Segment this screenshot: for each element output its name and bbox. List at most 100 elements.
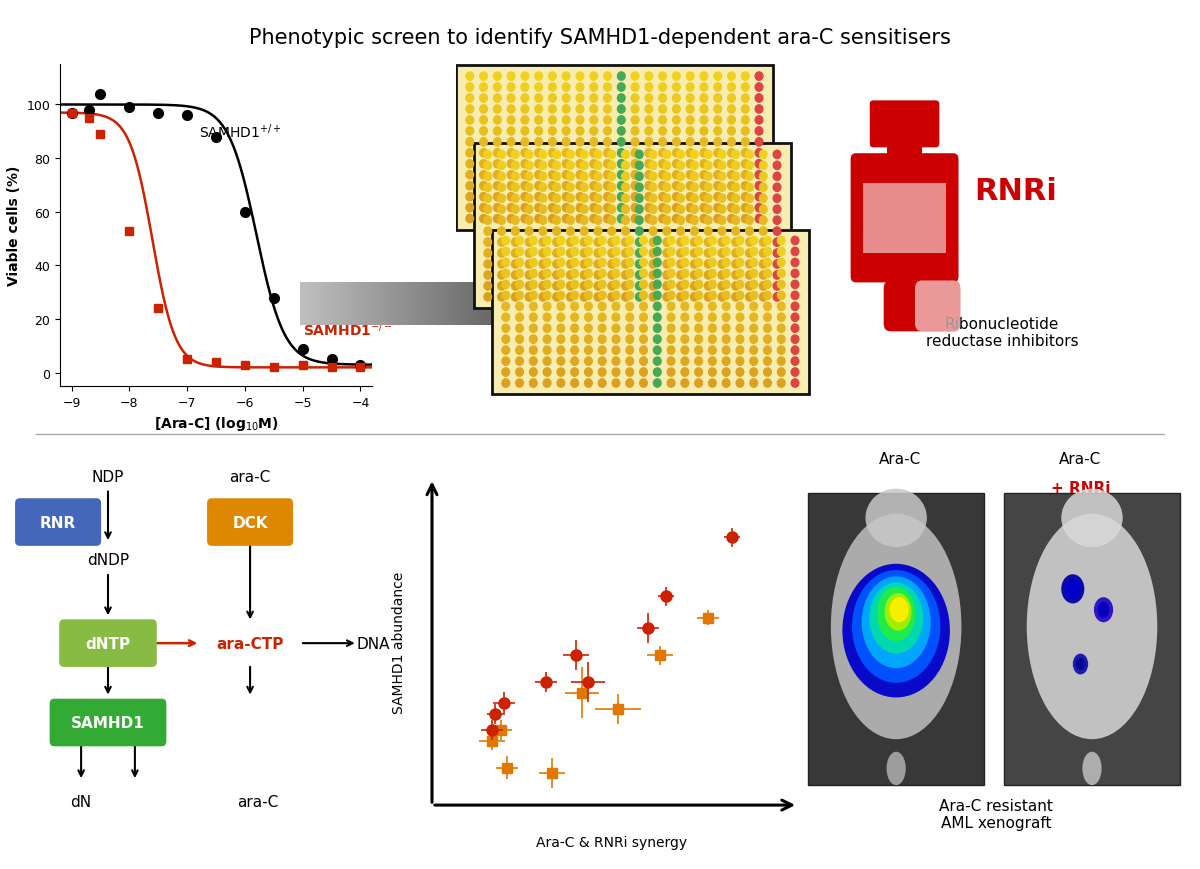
Text: RNRi: RNRi — [974, 176, 1057, 206]
Circle shape — [604, 182, 611, 190]
Bar — [402, 282, 403, 326]
Circle shape — [736, 248, 744, 256]
Bar — [442, 282, 443, 326]
Circle shape — [604, 138, 611, 147]
Circle shape — [659, 193, 666, 202]
Circle shape — [576, 182, 583, 190]
Circle shape — [664, 271, 671, 280]
Circle shape — [714, 216, 721, 223]
Circle shape — [659, 138, 666, 147]
Circle shape — [498, 294, 505, 302]
Bar — [576, 282, 577, 326]
Circle shape — [498, 173, 505, 182]
Circle shape — [736, 237, 744, 245]
Circle shape — [493, 161, 502, 169]
Bar — [566, 282, 569, 326]
Circle shape — [763, 281, 772, 289]
Text: SAMHD1$^{-/-}$: SAMHD1$^{-/-}$ — [302, 320, 392, 339]
Circle shape — [526, 173, 533, 182]
Ellipse shape — [889, 598, 908, 622]
Bar — [466, 282, 467, 326]
Circle shape — [704, 228, 712, 236]
Circle shape — [466, 95, 474, 103]
Circle shape — [571, 292, 578, 300]
Circle shape — [763, 325, 772, 333]
Bar — [530, 282, 533, 326]
Circle shape — [548, 216, 557, 223]
Circle shape — [718, 282, 726, 291]
Circle shape — [745, 195, 754, 203]
Circle shape — [654, 380, 661, 388]
Circle shape — [502, 248, 510, 256]
Circle shape — [590, 149, 598, 158]
Bar — [377, 282, 378, 326]
Circle shape — [760, 249, 767, 258]
Circle shape — [535, 116, 542, 125]
Circle shape — [750, 357, 757, 366]
Circle shape — [700, 128, 708, 136]
Circle shape — [508, 116, 515, 125]
Circle shape — [778, 237, 785, 245]
Circle shape — [557, 292, 565, 300]
Circle shape — [646, 95, 653, 103]
Circle shape — [529, 335, 538, 344]
Circle shape — [511, 282, 520, 291]
Circle shape — [763, 248, 772, 256]
Circle shape — [590, 95, 598, 103]
Bar — [443, 282, 445, 326]
Circle shape — [626, 380, 634, 388]
Circle shape — [718, 184, 726, 192]
Circle shape — [584, 270, 593, 278]
Bar — [509, 282, 510, 326]
Circle shape — [502, 368, 510, 377]
Circle shape — [636, 271, 643, 280]
Bar — [360, 282, 361, 326]
Circle shape — [563, 171, 570, 180]
Circle shape — [521, 161, 529, 169]
Bar — [547, 282, 548, 326]
Circle shape — [791, 270, 799, 278]
FancyBboxPatch shape — [883, 282, 960, 332]
Circle shape — [690, 151, 698, 159]
Circle shape — [636, 261, 643, 269]
Bar — [505, 282, 506, 326]
Circle shape — [480, 95, 487, 103]
Circle shape — [563, 106, 570, 114]
Circle shape — [576, 73, 583, 81]
Bar — [544, 282, 545, 326]
Ellipse shape — [865, 489, 926, 547]
Circle shape — [745, 282, 754, 291]
Bar — [328, 282, 329, 326]
Circle shape — [700, 138, 708, 147]
Circle shape — [544, 314, 551, 322]
Bar — [413, 282, 414, 326]
Circle shape — [664, 294, 671, 302]
Circle shape — [686, 128, 694, 136]
Circle shape — [581, 294, 588, 302]
Circle shape — [502, 237, 510, 245]
Circle shape — [618, 161, 625, 169]
Circle shape — [480, 216, 487, 223]
Circle shape — [722, 292, 730, 300]
Circle shape — [755, 73, 763, 81]
Circle shape — [566, 184, 575, 192]
Circle shape — [736, 270, 744, 278]
Circle shape — [544, 270, 551, 278]
Circle shape — [618, 116, 625, 125]
Circle shape — [498, 151, 505, 159]
Circle shape — [745, 184, 754, 192]
Circle shape — [521, 95, 529, 103]
Circle shape — [604, 73, 611, 81]
Circle shape — [677, 294, 684, 302]
Bar — [499, 282, 502, 326]
Bar — [512, 282, 514, 326]
Circle shape — [631, 161, 638, 169]
Circle shape — [745, 206, 754, 214]
Circle shape — [563, 95, 570, 103]
Circle shape — [732, 184, 739, 192]
Circle shape — [576, 95, 583, 103]
Bar — [623, 282, 625, 326]
Circle shape — [502, 314, 510, 322]
Circle shape — [576, 161, 583, 169]
Circle shape — [516, 292, 523, 300]
